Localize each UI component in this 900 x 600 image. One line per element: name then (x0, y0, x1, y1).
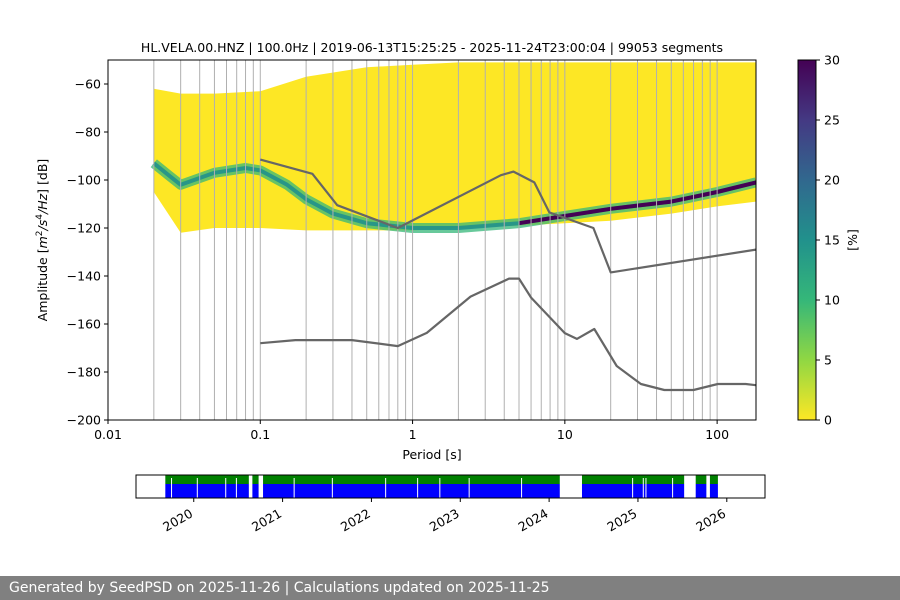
ylabel-part: 2 (35, 230, 45, 236)
ylabel-part: Hz (35, 193, 50, 209)
ylabel-part: ] [dB] (35, 159, 50, 194)
timeline-tick-label: 2020 (160, 506, 195, 535)
x-tick-label: 1 (409, 427, 417, 442)
y-tick-label: −120 (67, 221, 101, 236)
coverage-segment-top (263, 475, 560, 484)
footer-text: Generated by SeedPSD on 2025-11-26 | Cal… (9, 580, 550, 596)
y-tick-label: −180 (67, 365, 101, 380)
y-tick-label: −80 (75, 125, 101, 140)
coverage-segment-top (709, 475, 718, 484)
ylabel-part: m (35, 236, 50, 248)
footer-bar: Generated by SeedPSD on 2025-11-26 | Cal… (0, 576, 900, 600)
ylabel-part: 4 (35, 214, 45, 220)
timeline-ticks: 2020 2021 2022 2023 2024 2025 2026 (160, 498, 728, 535)
colorbar-gradient (797, 59, 817, 421)
y-tick-label: −160 (67, 317, 101, 332)
y-tick-label: −200 (67, 413, 101, 428)
ylabel-part: s (35, 219, 50, 226)
colorbar-tick-label: 15 (824, 233, 840, 248)
y-tick-label: −100 (67, 173, 101, 188)
y-tick-label: −140 (67, 269, 101, 284)
ylabel-part: / (35, 208, 50, 215)
plot-area (107, 59, 757, 421)
coverage-segment-top (252, 475, 259, 484)
x-tick-label: 0.1 (250, 427, 270, 442)
y-tick-label: −60 (75, 77, 101, 92)
plot-frame (107, 59, 757, 421)
coverage-gaps (171, 478, 674, 498)
ylabel-part: / (35, 224, 50, 231)
timeline-frame (135, 474, 766, 499)
coverage-segment-bottom (695, 484, 707, 498)
timeline-tick-label: 2024 (516, 506, 551, 535)
x-tick-label: 10 (557, 427, 573, 442)
y-axis: −60 −80 −100 −120 −140 −160 −180 −200 (67, 77, 108, 428)
coverage-segment-top (695, 475, 707, 484)
coverage-timeline: 2020 2021 2022 2023 2024 2025 2026 (135, 474, 766, 535)
coverage-segment-top (165, 475, 249, 484)
timeline-tick-label: 2025 (604, 506, 639, 535)
timeline-tick-label: 2021 (249, 506, 284, 535)
chart-title: HL.VELA.00.HNZ | 100.0Hz | 2019-06-13T15… (141, 40, 723, 55)
colorbar-tick-label: 0 (824, 413, 832, 428)
colorbar-label: [%] (845, 229, 860, 251)
nlnm-curve (260, 277, 756, 392)
colorbar-tick-label: 10 (824, 293, 840, 308)
x-axis: 0.01 0.1 1 10 100 (94, 420, 729, 442)
colorbar-ticks: 0 5 10 15 20 25 30 (816, 53, 840, 428)
x-tick-label: 0.01 (94, 427, 122, 442)
coverage-bars (165, 475, 718, 498)
colorbar-tick-label: 5 (824, 353, 832, 368)
colorbar-tick-label: 25 (824, 113, 840, 128)
coverage-segment-bottom (709, 484, 718, 498)
timeline-tick-label: 2026 (693, 506, 728, 535)
coverage-segment-bottom (252, 484, 259, 498)
colorbar-tick-label: 30 (824, 53, 840, 68)
ylabel-part: Amplitude [ (35, 248, 50, 321)
timeline-tick-label: 2022 (338, 506, 373, 535)
y-axis-label: Amplitude [m2/s4/Hz] [dB] (35, 159, 50, 322)
psd-probability-envelope (153, 62, 756, 233)
timeline-tick-label: 2023 (427, 506, 462, 535)
x-tick-label: 100 (705, 427, 729, 442)
coverage-segment-bottom (165, 484, 249, 498)
psd-figure: HL.VELA.00.HNZ | 100.0Hz | 2019-06-13T15… (35, 40, 860, 535)
colorbar-tick-label: 20 (824, 173, 840, 188)
grid-lines (153, 60, 718, 420)
x-axis-label: Period [s] (402, 447, 461, 462)
coverage-segment-bottom (263, 484, 560, 498)
psd-mode-high-density (518, 180, 756, 226)
colorbar: 0 5 10 15 20 25 30 [%] (797, 53, 860, 428)
nhnm-curve (260, 158, 756, 274)
